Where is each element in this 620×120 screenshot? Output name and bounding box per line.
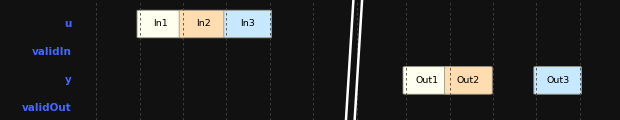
Text: y: y — [64, 75, 71, 85]
Text: Out3: Out3 — [546, 76, 569, 85]
FancyBboxPatch shape — [534, 67, 582, 94]
Text: In3: In3 — [241, 19, 255, 29]
Text: validOut: validOut — [22, 103, 71, 113]
Text: u: u — [64, 19, 71, 29]
FancyBboxPatch shape — [224, 10, 272, 38]
FancyBboxPatch shape — [137, 10, 185, 38]
Text: Out2: Out2 — [457, 76, 480, 85]
FancyBboxPatch shape — [179, 10, 227, 38]
Text: In2: In2 — [196, 19, 210, 29]
FancyBboxPatch shape — [403, 67, 451, 94]
FancyBboxPatch shape — [445, 67, 492, 94]
Text: In1: In1 — [154, 19, 168, 29]
Text: validIn: validIn — [32, 47, 71, 57]
Text: Out1: Out1 — [415, 76, 438, 85]
